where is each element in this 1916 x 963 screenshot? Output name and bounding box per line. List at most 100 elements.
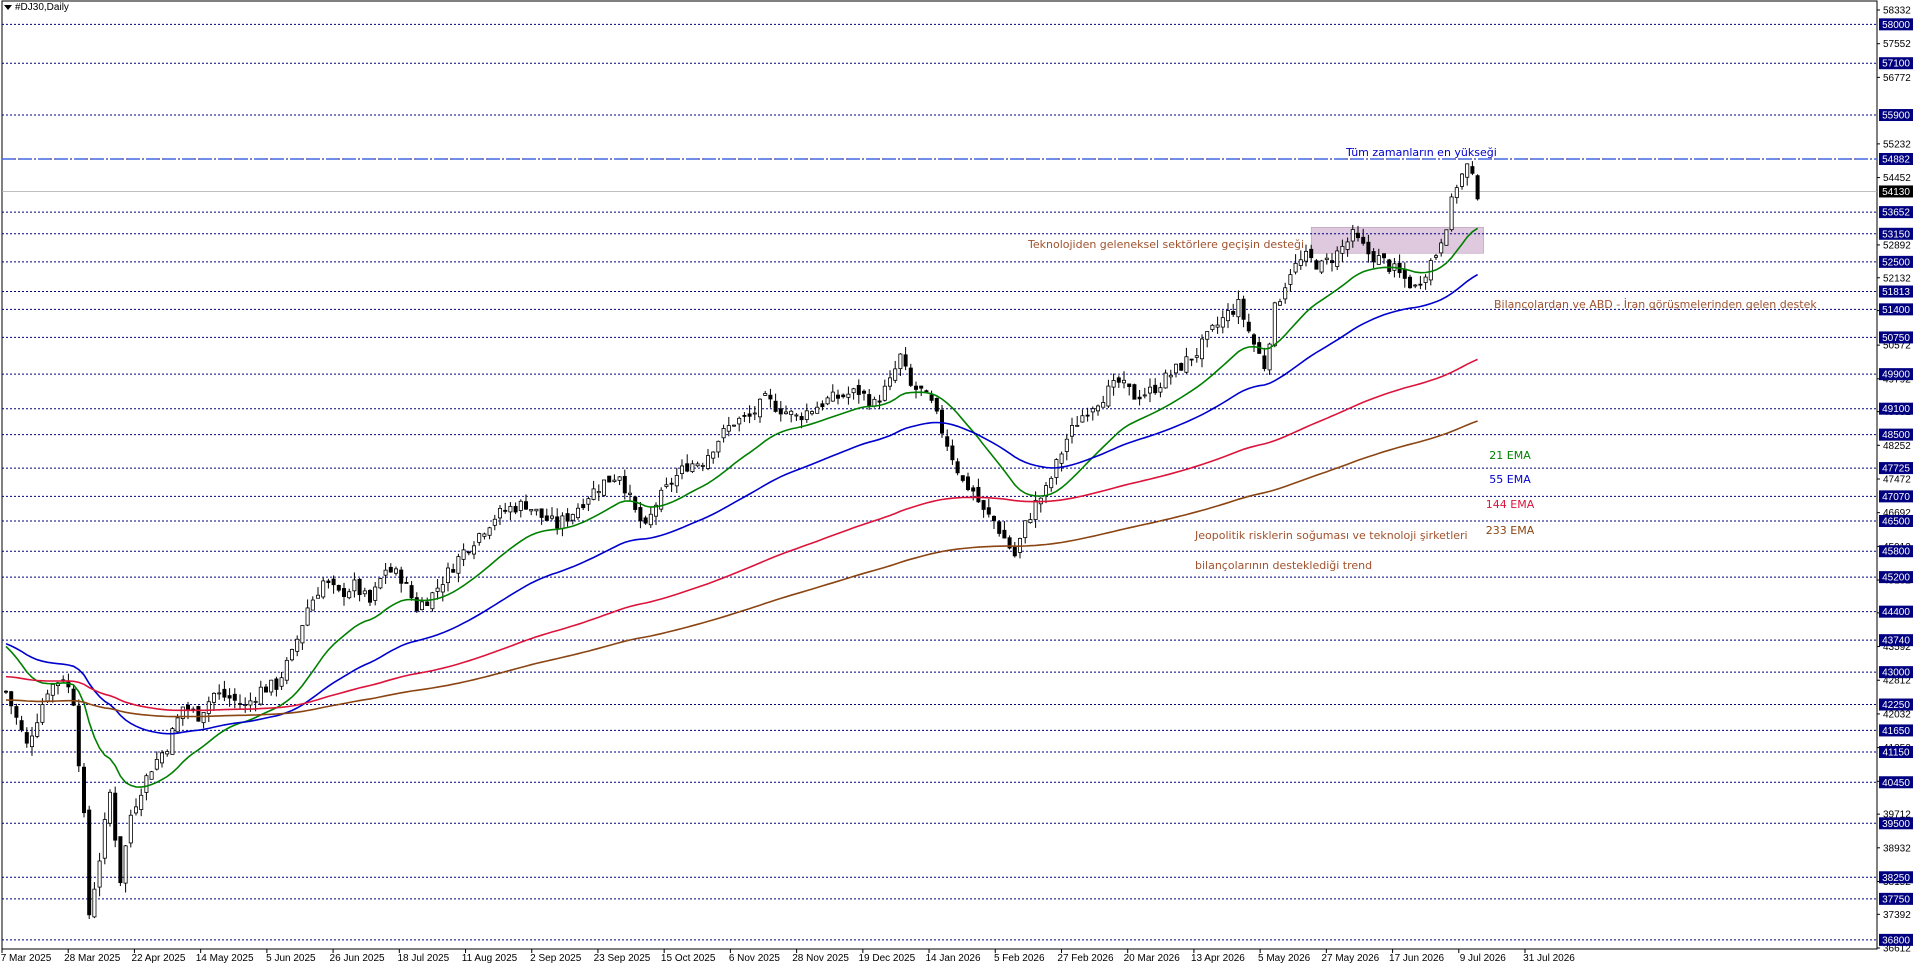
- candle: [622, 469, 627, 500]
- candle-body: [1153, 384, 1158, 394]
- candle: [1101, 395, 1106, 408]
- candle: [445, 562, 450, 592]
- support-annotation-2: Bilançolardan ve ABD - İran görüşmelerin…: [1494, 298, 1817, 311]
- candle-body: [560, 515, 565, 530]
- candle-body: [92, 888, 97, 918]
- y-tick-label: 37392: [1883, 910, 1911, 921]
- level-label: 45200: [1879, 571, 1913, 584]
- candle: [289, 648, 294, 662]
- level-label: 51400: [1879, 303, 1913, 316]
- level-label-bg: [1879, 724, 1913, 737]
- candle: [732, 424, 737, 427]
- candle: [383, 563, 388, 584]
- candle-body: [539, 508, 544, 518]
- candle: [71, 684, 76, 707]
- candle-body: [581, 504, 586, 509]
- candle-body: [1080, 415, 1085, 423]
- candle: [487, 526, 492, 540]
- candle-body: [934, 397, 939, 412]
- candle: [1262, 347, 1267, 372]
- candle: [1012, 541, 1017, 558]
- candle: [326, 578, 331, 589]
- candle-body: [419, 601, 424, 611]
- candle-body: [1402, 268, 1407, 279]
- candle: [1423, 274, 1428, 290]
- candle-body: [269, 679, 274, 693]
- candle: [1366, 234, 1371, 263]
- candle-body: [747, 413, 752, 417]
- candle-body: [1366, 241, 1371, 255]
- candle: [758, 398, 763, 423]
- candle-body: [1288, 274, 1293, 285]
- candle-body: [87, 809, 92, 916]
- level-label: 37750: [1879, 892, 1913, 905]
- candle-body: [76, 705, 81, 767]
- level-label-bg: [1879, 634, 1913, 647]
- candle: [1111, 373, 1116, 396]
- candle-body: [513, 506, 518, 513]
- candle-body: [940, 409, 945, 434]
- candle-body: [1428, 260, 1433, 281]
- y-tick-label: 47472: [1883, 475, 1911, 486]
- x-tick-label: 11 Aug 2025: [462, 953, 518, 963]
- candle-body: [331, 578, 336, 586]
- candle: [534, 508, 539, 516]
- level-label-bg: [1879, 698, 1913, 711]
- candle-body: [664, 484, 669, 487]
- candle-body: [1049, 477, 1054, 489]
- level-label-bg: [1879, 428, 1913, 441]
- candle-body: [1070, 425, 1075, 437]
- candle-body: [1361, 236, 1366, 244]
- level-label: 48500: [1879, 428, 1913, 441]
- candle: [680, 459, 685, 480]
- candle: [263, 683, 268, 693]
- candle-body: [1096, 405, 1101, 412]
- candle: [1314, 258, 1319, 270]
- candle: [716, 440, 721, 458]
- level-label: 54882: [1879, 152, 1913, 165]
- candle: [508, 502, 513, 521]
- candle-body: [576, 507, 581, 519]
- level-label-bg: [1879, 571, 1913, 584]
- candle: [997, 519, 1002, 537]
- candle-body: [1278, 301, 1283, 306]
- candle-body: [123, 845, 128, 884]
- candle: [82, 763, 87, 818]
- triangle-down-icon[interactable]: [4, 4, 12, 10]
- level-label-text: 51400: [1882, 305, 1910, 316]
- candle-body: [159, 752, 164, 764]
- level-label-bg: [1879, 368, 1913, 381]
- candle: [836, 389, 841, 405]
- candle-body: [919, 385, 924, 389]
- candle: [1163, 369, 1168, 389]
- candle: [1002, 521, 1007, 539]
- candle: [628, 484, 633, 501]
- candle: [1460, 172, 1465, 190]
- candle-body: [846, 393, 851, 398]
- candle: [310, 596, 315, 611]
- y-tick-label: 58332: [1883, 6, 1911, 17]
- candle: [40, 698, 45, 725]
- candle-body: [404, 582, 409, 584]
- candle-body: [388, 566, 393, 573]
- candle-body: [622, 475, 627, 494]
- candle: [1246, 313, 1251, 334]
- candle: [1038, 497, 1043, 513]
- candle-body: [534, 508, 539, 512]
- level-label-bg: [1879, 666, 1913, 679]
- x-tick-label: 31 Jul 2026: [1523, 953, 1575, 963]
- candle: [929, 390, 934, 404]
- candle: [1439, 238, 1444, 257]
- candle: [695, 461, 700, 468]
- candle-body: [326, 580, 331, 583]
- x-tick-label: 26 Jun 2025: [330, 953, 385, 963]
- candle: [425, 597, 430, 607]
- candle: [591, 480, 596, 501]
- candle: [1168, 369, 1173, 385]
- x-tick-label: 9 Jul 2026: [1460, 953, 1507, 963]
- candle: [1454, 184, 1459, 204]
- level-label-text: 54882: [1882, 154, 1910, 165]
- candle-body: [685, 463, 690, 472]
